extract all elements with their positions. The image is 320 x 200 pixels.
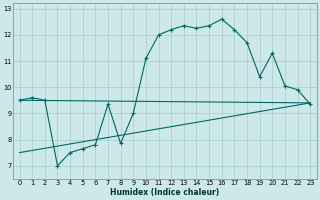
X-axis label: Humidex (Indice chaleur): Humidex (Indice chaleur) (110, 188, 220, 197)
